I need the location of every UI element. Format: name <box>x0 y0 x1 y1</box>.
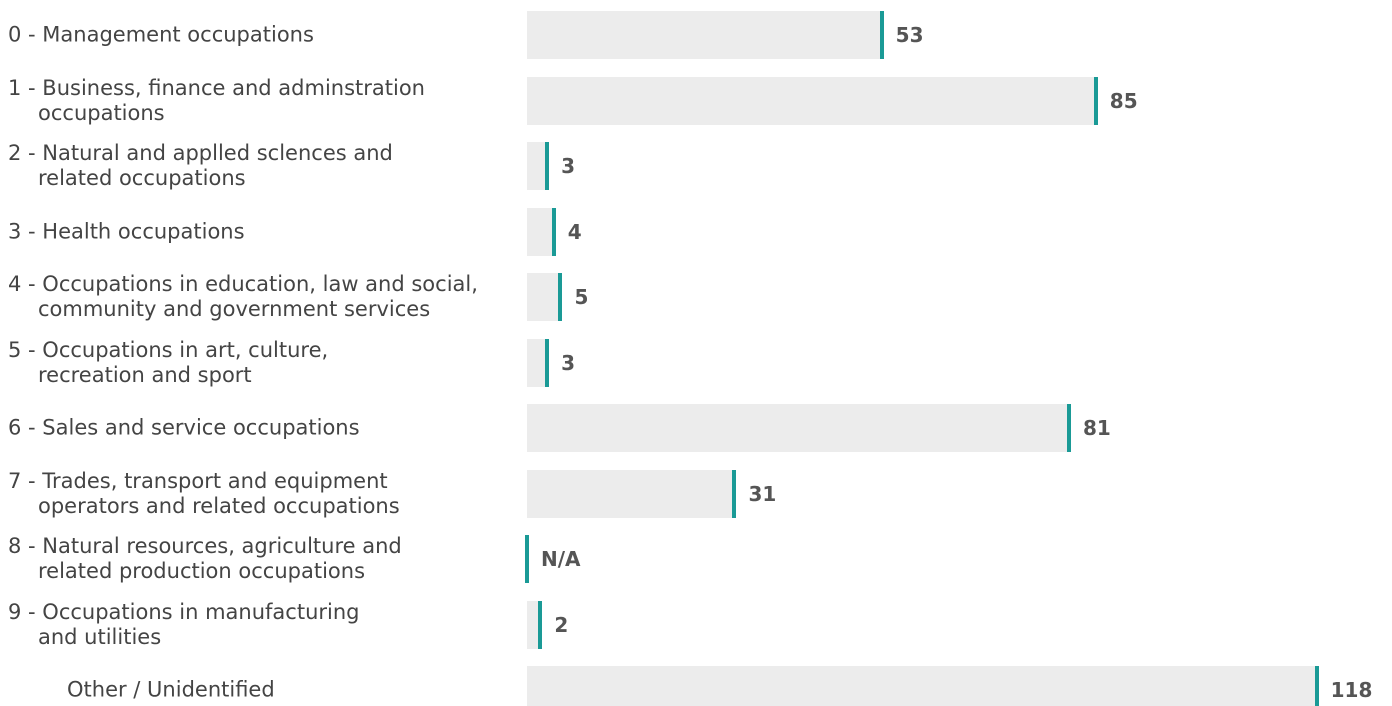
value-label: 4 <box>567 219 582 244</box>
bar <box>527 469 735 518</box>
value-label: 2 <box>554 612 569 637</box>
bar <box>527 273 561 321</box>
bar-end-marker <box>1314 666 1319 706</box>
category-label: 8 - Natural resources, agriculture and r… <box>8 534 402 583</box>
bar-end-marker <box>1093 76 1098 125</box>
bar <box>527 142 548 190</box>
bar <box>527 404 1070 452</box>
category-label: 2 - Natural and applled sclences and rel… <box>8 141 393 190</box>
category-label: 9 - Occupations in manufacturing and uti… <box>8 599 360 649</box>
bar <box>527 11 882 59</box>
bar <box>527 207 554 256</box>
bar-end-marker <box>1067 404 1072 452</box>
value-label: 3 <box>561 154 575 178</box>
category-label: 0 - Management occupations <box>8 22 314 47</box>
value-label: N/A <box>541 547 581 571</box>
bar-end-marker <box>538 600 543 649</box>
category-label: 7 - Trades, transport and equipment oper… <box>8 468 400 518</box>
category-label: 5 - Occupations in art, culture, recreat… <box>8 337 329 387</box>
category-label: 6 - Sales and service occupations <box>8 415 360 440</box>
bar-end-marker <box>545 338 550 387</box>
category-label: 4 - Occupations in education, law and so… <box>8 272 478 321</box>
value-label: 81 <box>1083 416 1111 440</box>
bar <box>527 666 1317 706</box>
bar-end-marker <box>551 207 556 256</box>
value-label: 118 <box>1330 678 1373 702</box>
bar-end-marker <box>558 273 563 321</box>
category-label: 3 - Health occupations <box>8 219 245 243</box>
value-label: 3 <box>561 350 575 375</box>
category-label: Other / Unidentified <box>67 677 275 702</box>
bar-end-marker <box>732 469 737 518</box>
value-label: 31 <box>748 481 777 506</box>
bar-end-marker <box>545 142 550 190</box>
bar <box>527 338 548 387</box>
value-label: 5 <box>574 285 589 309</box>
value-label: 85 <box>1109 88 1138 113</box>
value-label: 53 <box>895 23 924 47</box>
bar <box>527 600 541 649</box>
category-label: 1 - Business, finance and adminstration … <box>8 75 425 125</box>
bar <box>527 76 1096 125</box>
bar-end-marker <box>879 11 884 59</box>
bar-end-marker <box>525 535 529 583</box>
